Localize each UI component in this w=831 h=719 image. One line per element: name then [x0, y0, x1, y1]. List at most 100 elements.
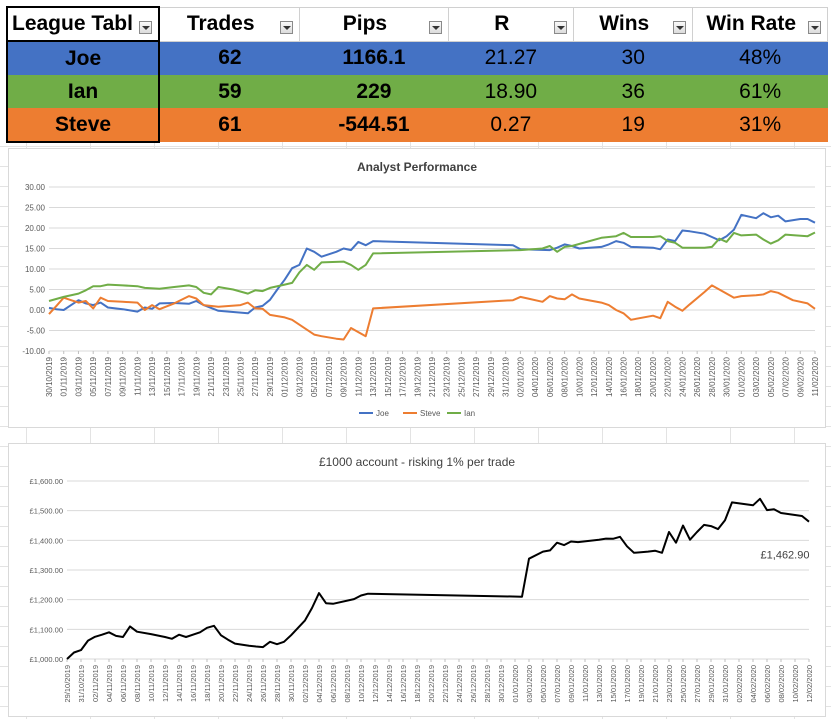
x-tick-label: 01/12/2019: [281, 356, 290, 397]
x-tick-label: 28/11/2019: [273, 665, 282, 702]
y-tick-label: 20.00: [25, 224, 46, 233]
row-r[interactable]: 21.27: [484, 46, 538, 70]
sort-descending-filter-icon[interactable]: [554, 20, 568, 34]
x-tick-label: 05/01/2020: [539, 665, 548, 703]
row-r[interactable]: 18.90: [484, 79, 538, 103]
x-tick-label: 02/01/2020: [516, 356, 525, 397]
x-tick-label: 11/01/2020: [581, 665, 590, 702]
x-tick-label: 10/02/2020: [791, 665, 800, 703]
header-league-table[interactable]: League Tabl: [5, 6, 161, 42]
league-table: League Tabl Trades Pips R Wins Win Rate …: [5, 6, 828, 143]
row-trades[interactable]: 62: [218, 46, 242, 70]
series-line-steve: [48, 284, 816, 341]
account-equity-chart[interactable]: £1000 account - risking 1% per trade £1,6…: [8, 443, 826, 717]
x-tick-label: 02/12/2019: [301, 665, 310, 703]
x-tick-label: 15/11/2019: [163, 356, 172, 396]
filter-dropdown-icon[interactable]: [808, 20, 821, 34]
x-tick-label: 24/01/2020: [678, 356, 687, 397]
x-tick-label: 01/01/2020: [511, 665, 520, 703]
y-tick-label: 0.00: [29, 306, 45, 315]
x-tick-label: 21/11/2019: [207, 356, 216, 396]
x-tick-label: 27/12/2019: [472, 356, 481, 397]
row-name[interactable]: Ian: [5, 75, 161, 108]
legend-label: Steve: [420, 409, 441, 418]
x-tick-label: 10/12/2019: [357, 665, 366, 703]
x-tick-label: 07/01/2020: [553, 665, 562, 703]
filter-dropdown-icon[interactable]: [428, 20, 442, 34]
row-pips[interactable]: 1166.1: [342, 46, 406, 70]
x-tick-label: 21/12/2019: [428, 356, 437, 397]
x-tick-label: 17/01/2020: [623, 665, 632, 703]
x-tick-label: 19/11/2019: [192, 356, 201, 396]
y-tick-label: 5.00: [29, 286, 45, 295]
header-pips[interactable]: Pips: [299, 6, 449, 42]
table-row-steve: Steve 61 -544.51 0.27 19 31%: [5, 108, 828, 143]
row-wins[interactable]: 19: [621, 113, 645, 136]
header-league-table-label: League Tabl: [12, 12, 133, 35]
row-wins[interactable]: 30: [621, 46, 645, 70]
header-win-rate-label: Win Rate: [706, 12, 796, 35]
row-name[interactable]: Joe: [5, 40, 161, 75]
x-tick-label: 18/01/2020: [634, 356, 643, 397]
x-tick-label: 08/01/2020: [561, 356, 570, 397]
header-win-rate[interactable]: Win Rate: [692, 6, 828, 42]
row-win-rate[interactable]: 31%: [739, 113, 782, 136]
header-wins[interactable]: Wins: [573, 6, 694, 42]
x-tick-label: 14/11/2019: [175, 665, 184, 702]
x-tick-label: 15/12/2019: [384, 356, 393, 397]
x-tick-label: 30/10/2019: [45, 356, 54, 397]
x-tick-label: 28/01/2020: [708, 356, 717, 397]
row-pips[interactable]: -544.51: [338, 113, 410, 136]
x-tick-label: 22/12/2019: [441, 665, 450, 703]
x-tick-label: 04/11/2019: [105, 665, 114, 702]
x-tick-label: 05/12/2019: [310, 356, 319, 397]
x-tick-label: 25/11/2019: [237, 356, 246, 396]
row-win-rate[interactable]: 48%: [739, 46, 782, 70]
row-r[interactable]: 0.27: [490, 113, 532, 136]
x-tick-label: 20/11/2019: [217, 665, 226, 702]
row-wins[interactable]: 36: [621, 79, 645, 103]
x-tick-label: 06/01/2020: [546, 356, 555, 397]
x-tick-label: 07/12/2019: [325, 356, 334, 397]
x-tick-label: 07/11/2019: [104, 356, 113, 396]
row-trades[interactable]: 59: [218, 79, 242, 103]
x-tick-label: 13/12/2019: [369, 356, 378, 397]
table-row-ian: Ian 59 229 18.90 36 61%: [5, 75, 828, 108]
analyst-performance-svg: Analyst Performance 30.00 25.00 20.00 15.00 1…: [22, 160, 820, 418]
x-tick-label: 24/11/2019: [245, 665, 254, 702]
y-tick-label: £1,000.00: [30, 655, 63, 664]
x-tick-label: 27/11/2019: [251, 356, 260, 396]
x-tick-label: 02/02/2020: [735, 665, 744, 703]
x-tick-label: 20/12/2019: [427, 665, 436, 703]
x-tick-label: 31/01/2020: [721, 665, 730, 703]
x-tick-label: 18/12/2019: [413, 665, 422, 703]
x-tick-label: 10/11/2019: [147, 665, 156, 702]
x-tick-label: 26/01/2020: [693, 356, 702, 397]
filter-dropdown-icon[interactable]: [139, 21, 153, 34]
x-tick-label: 12/02/2020: [805, 665, 814, 703]
row-win-rate[interactable]: 61%: [739, 79, 782, 103]
filter-dropdown-icon[interactable]: [673, 20, 687, 34]
row-trades[interactable]: 61: [218, 113, 242, 136]
x-tick-label: 18/11/2019: [203, 665, 212, 702]
x-tick-label: 23/11/2019: [222, 356, 231, 396]
filter-dropdown-icon[interactable]: [280, 20, 294, 34]
y-tick-label: £1,300.00: [30, 566, 63, 575]
legend-label: Joe: [376, 409, 389, 418]
x-tick-label: 12/11/2019: [161, 665, 170, 702]
x-tick-label: 14/01/2020: [605, 356, 614, 397]
x-tick-label: 25/12/2019: [457, 356, 466, 397]
x-tick-label: 13/11/2019: [148, 356, 157, 396]
x-tick-label: 16/11/2019: [189, 665, 198, 702]
y-tick-label: 10.00: [25, 265, 46, 274]
row-name[interactable]: Steve: [5, 108, 161, 143]
x-tick-label: 01/02/2020: [737, 356, 746, 397]
analyst-performance-chart[interactable]: Analyst Performance 30.00 25.00 20.00 15.00 1…: [8, 148, 826, 428]
row-pips[interactable]: 229: [356, 79, 392, 103]
x-tick-label: 10/01/2020: [575, 356, 584, 397]
header-trades[interactable]: Trades: [158, 6, 301, 42]
chart-title: £1000 account - risking 1% per trade: [319, 455, 515, 469]
header-r[interactable]: R: [447, 6, 575, 42]
x-tick-label: 07/02/2020: [782, 356, 791, 397]
account-equity-svg: £1000 account - risking 1% per trade £1,6…: [30, 455, 814, 703]
